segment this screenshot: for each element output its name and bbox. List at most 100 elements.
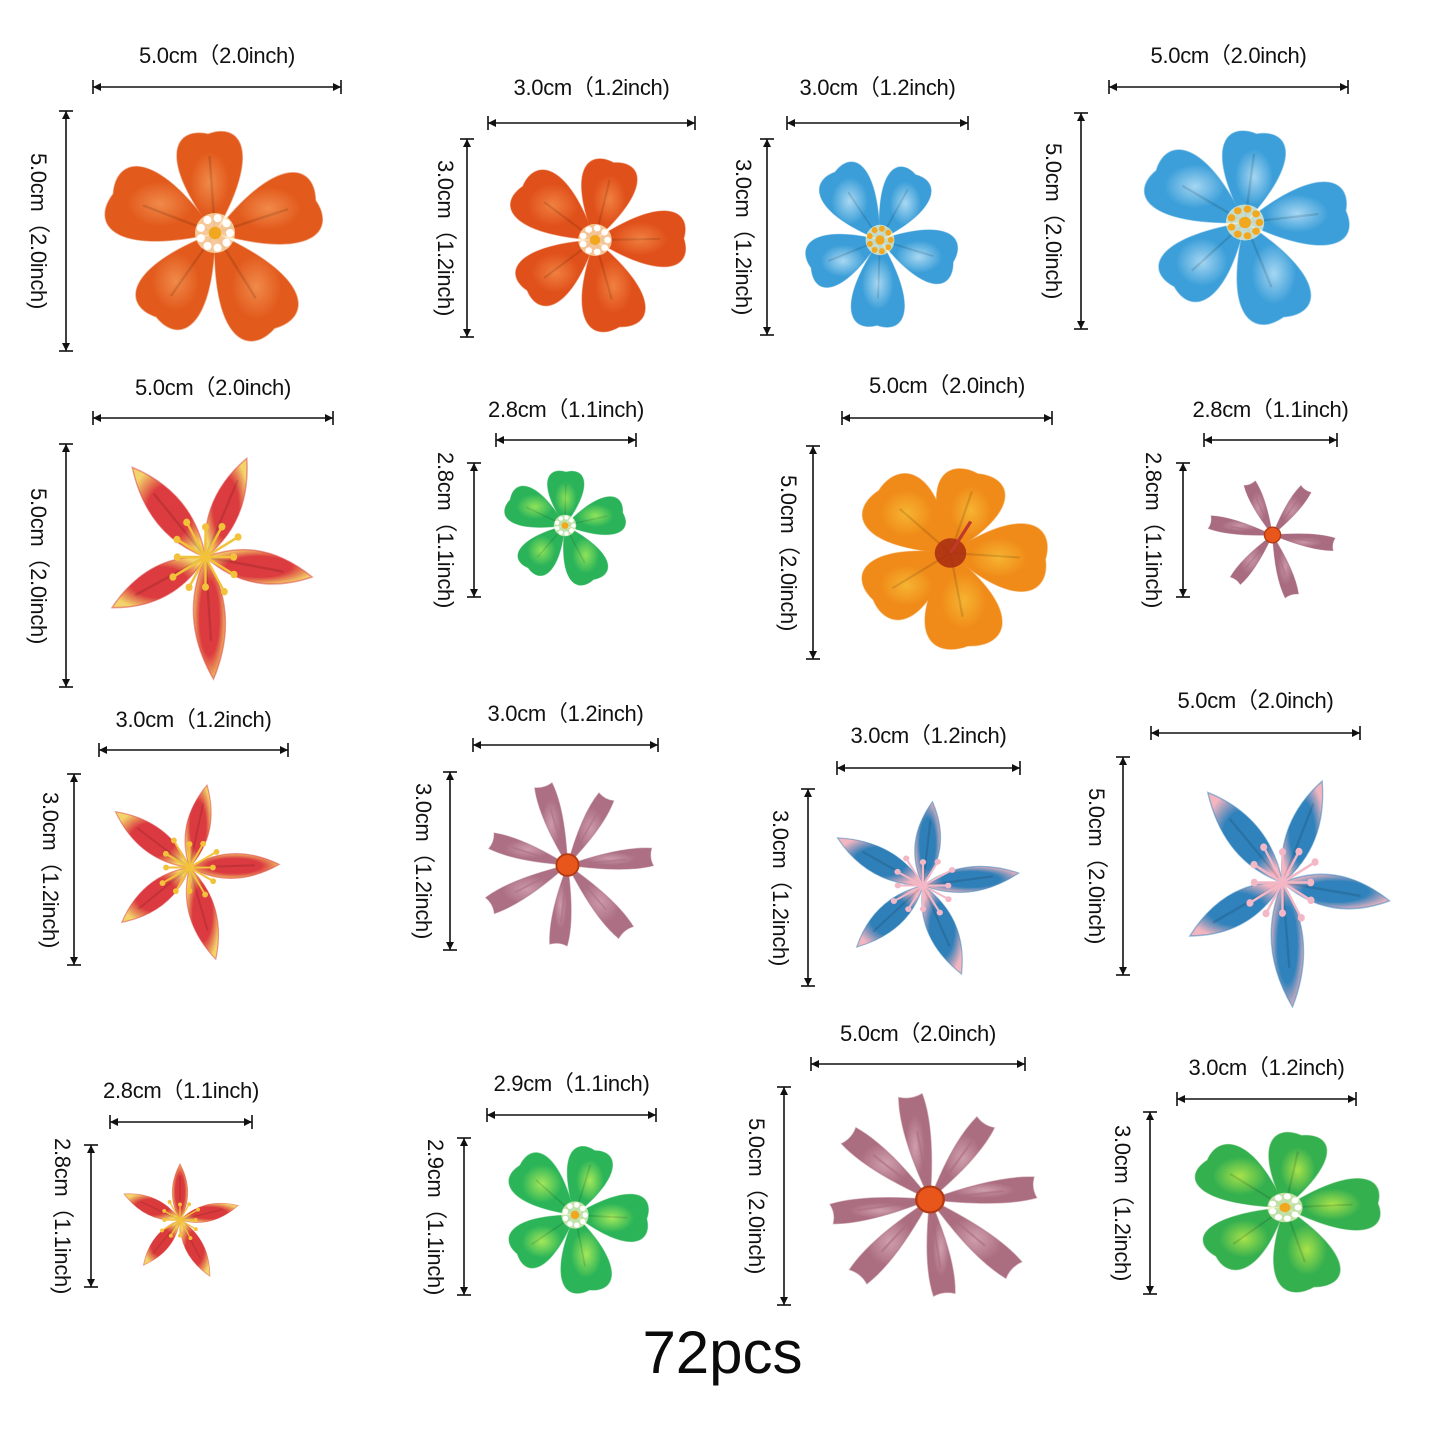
height-label: 5.0cm（2.0inch): [744, 1118, 769, 1274]
width-label: 3.0cm（1.2inch): [487, 701, 644, 726]
flower-petal: [878, 166, 932, 241]
stamen-tip: [186, 887, 193, 894]
width-label: 5.0cm（2.0inch): [869, 373, 1025, 398]
flower-petal: [484, 864, 568, 915]
height-dimension-arrow: [58, 443, 74, 688]
flower-center: [1263, 526, 1282, 544]
stamen-tip: [567, 1221, 573, 1227]
orange-flower-icon: [90, 108, 340, 358]
stamen-tip: [1291, 1211, 1299, 1218]
stamen-tip: [226, 229, 234, 237]
stamen-tip: [203, 241, 212, 250]
width-dimension-arrow: [836, 760, 1021, 776]
stamen: [176, 538, 207, 559]
stamen: [897, 871, 924, 887]
flower-petal: [855, 884, 924, 948]
red-lily-icon: [92, 770, 287, 965]
height-label: 2.8cm（1.1inch): [1141, 452, 1166, 608]
stamen: [893, 884, 924, 902]
stamen: [170, 1219, 181, 1237]
width-dimension-arrow: [92, 79, 342, 95]
stamen-tip: [1311, 858, 1319, 866]
flower-petal: [567, 847, 655, 870]
stamen-tip: [230, 570, 238, 579]
stamen-tip: [1243, 232, 1252, 240]
stamen-tip: [580, 1205, 586, 1212]
petal-vein: [1281, 803, 1315, 883]
flower-petal: [204, 456, 248, 559]
blue-lily-icon: [818, 788, 1028, 983]
petal-vein: [136, 827, 191, 869]
stamen-tip: [200, 840, 207, 847]
stamen: [905, 857, 924, 886]
stamen-tip: [196, 234, 205, 243]
stamen-tip: [601, 229, 609, 236]
stamen-tip: [885, 244, 892, 251]
stamen-tip: [1295, 847, 1303, 856]
stamen: [1281, 850, 1300, 884]
flower-petal: [593, 210, 687, 268]
height-dimension-arrow: [1175, 462, 1191, 598]
stamen-tip: [564, 515, 569, 520]
flower-petal: [1273, 1206, 1341, 1293]
stamen-tip: [885, 229, 892, 236]
flower-center: [915, 1185, 945, 1214]
stamen-tip: [871, 246, 878, 253]
width-dimension-arrow: [472, 737, 659, 753]
stamen-tip: [1255, 218, 1264, 227]
stamen-tip: [604, 236, 611, 244]
height-label: 2.9cm（1.1inch): [423, 1138, 448, 1295]
petal-vein: [1282, 881, 1361, 898]
flower-petal: [879, 229, 958, 285]
petal-vein: [922, 885, 951, 947]
stamen-tip: [162, 1208, 167, 1213]
flower-petal: [861, 473, 952, 554]
stamen-tip: [582, 1212, 588, 1218]
flower-petal: [580, 158, 638, 242]
stamen-tip: [945, 896, 952, 903]
stamen-tip: [564, 531, 569, 536]
stamen-tip: [209, 864, 216, 871]
stamen-tip: [585, 226, 593, 233]
stamen-tip: [162, 1218, 167, 1222]
stamen-tip: [890, 898, 898, 905]
stamen-tip: [905, 906, 912, 913]
stamen-tip: [196, 223, 205, 232]
green-flower-icon: [1175, 1115, 1395, 1300]
stamen: [185, 521, 207, 558]
stamen-tip: [580, 1218, 586, 1225]
stamen: [172, 555, 207, 579]
stamen-tip: [571, 523, 576, 528]
width-label: 5.0cm（2.0inch): [1177, 688, 1334, 713]
flower-petal: [1236, 221, 1312, 325]
width-label: 5.0cm（2.0inch): [1150, 43, 1307, 68]
stamen-tip: [169, 573, 177, 581]
stamen: [1249, 881, 1284, 905]
stamen-tip: [168, 1233, 173, 1238]
flower-petal: [188, 853, 281, 879]
stamen-tip: [1227, 223, 1236, 231]
width-label: 5.0cm（2.0inch): [840, 1021, 996, 1046]
stamen-tip: [1233, 230, 1242, 238]
stamen-tip: [601, 244, 609, 251]
flower-petal: [1272, 534, 1299, 599]
flower-petal: [185, 866, 219, 961]
stamen-tip: [210, 878, 217, 885]
flower-core: [561, 522, 569, 529]
width-dimension-arrow: [1176, 1091, 1357, 1107]
stamen: [179, 1219, 191, 1239]
width-dimension-arrow: [98, 742, 289, 758]
stamen-tip: [196, 1207, 200, 1212]
stamen: [188, 867, 206, 896]
flower-petal: [1243, 181, 1350, 246]
width-label: 2.9cm（1.1inch): [493, 1071, 650, 1096]
height-label: 3.0cm（1.2inch): [433, 160, 458, 316]
width-dimension-arrow: [495, 432, 637, 448]
stamen-tip: [193, 1218, 198, 1222]
stamen-tip: [579, 232, 587, 240]
stamen-tip: [1269, 1208, 1277, 1215]
stamen-tip: [554, 526, 560, 531]
stamen: [189, 866, 214, 882]
width-label: 3.0cm（1.2inch): [1188, 1055, 1345, 1080]
flower-petal: [898, 1092, 933, 1200]
